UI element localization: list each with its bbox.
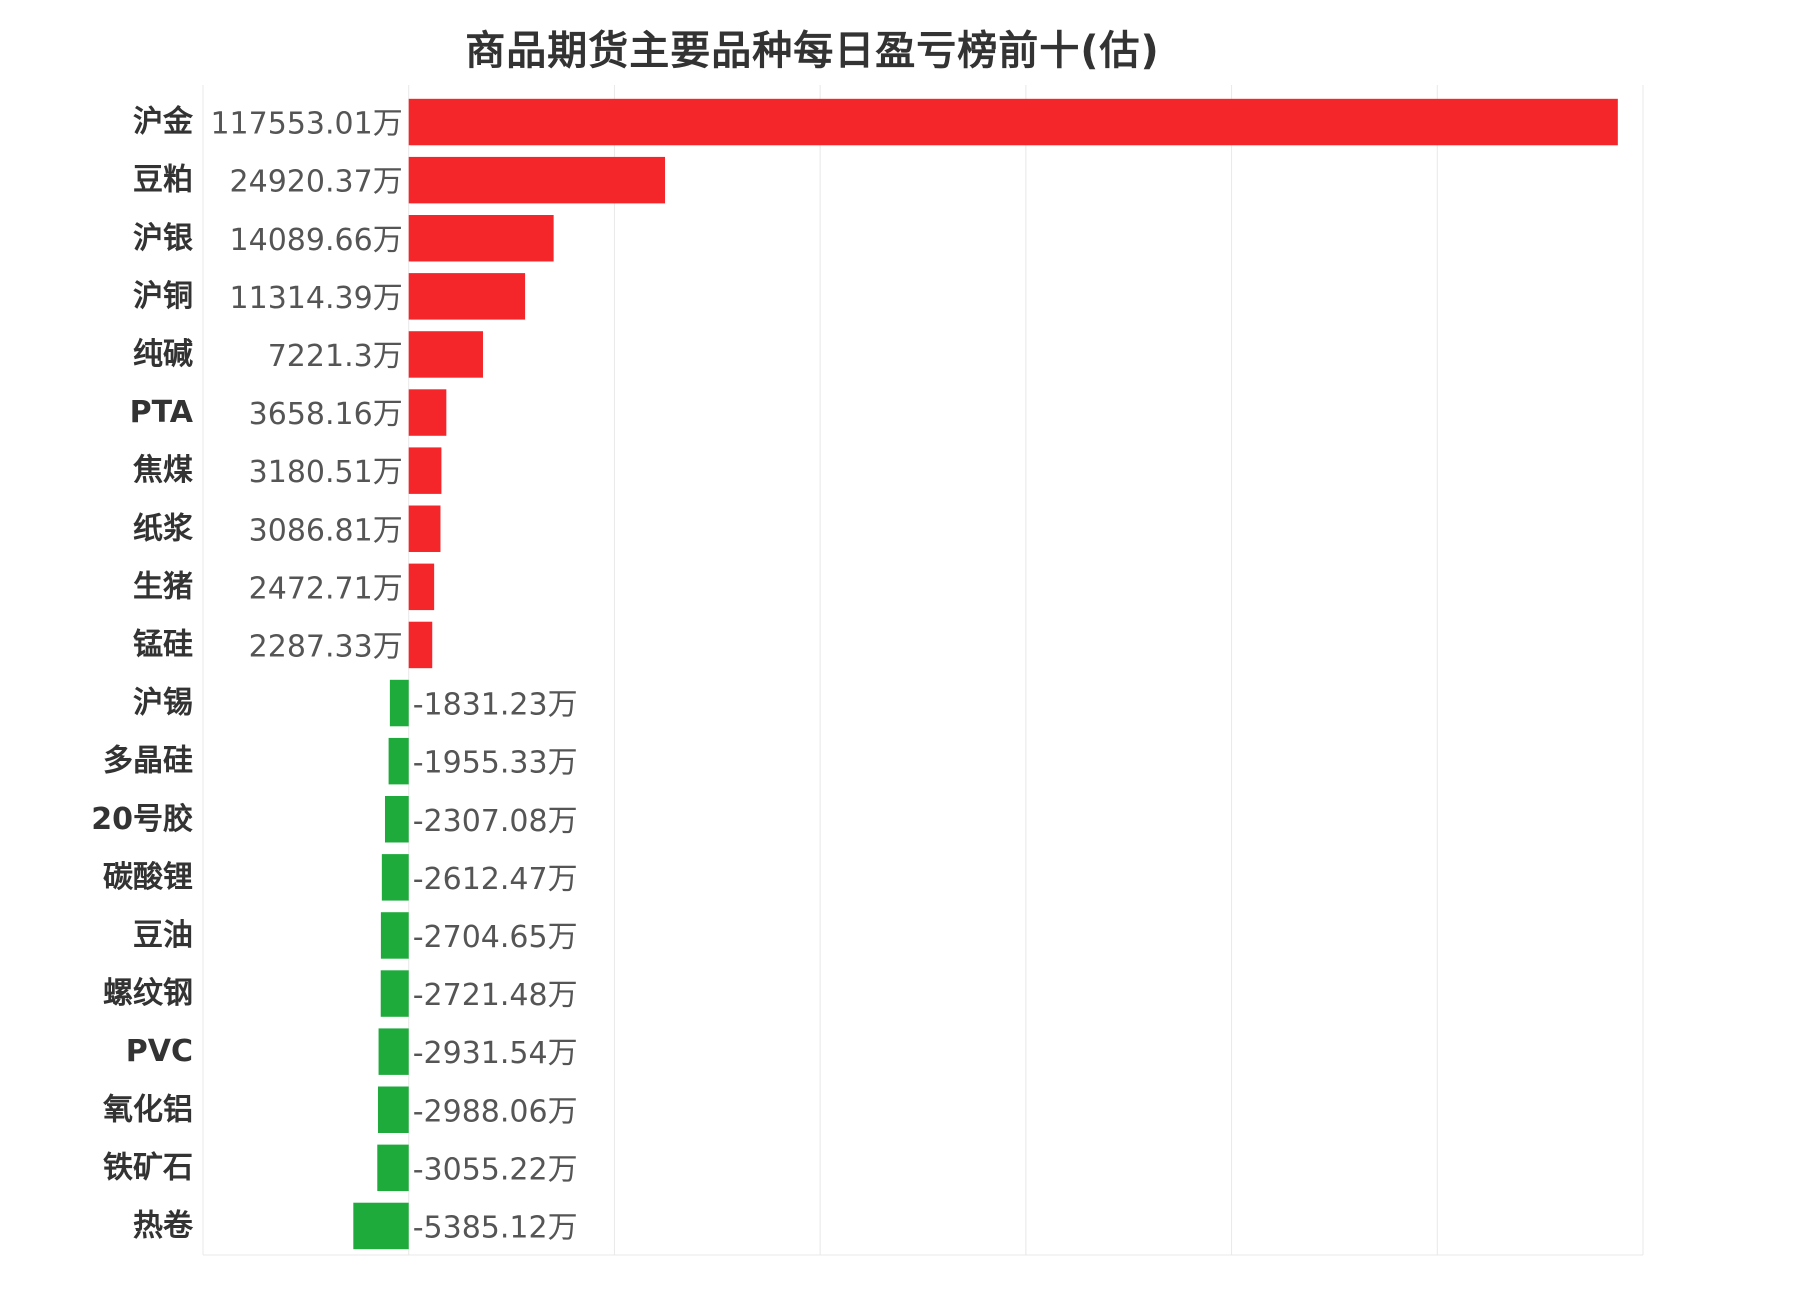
category-label: PVC (126, 1034, 193, 1069)
category-label: 豆粕 (133, 163, 193, 198)
value-label: 24920.37万 (230, 165, 403, 200)
bar-12 (384, 796, 409, 843)
bar-13 (381, 854, 409, 901)
value-label: 2287.33万 (249, 629, 403, 664)
category-label: 纯碱 (133, 337, 193, 372)
category-label: 铁矿石 (103, 1150, 193, 1185)
category-label: 碳酸锂 (103, 860, 193, 895)
category-label: 沪银 (133, 221, 193, 256)
bar-10 (389, 679, 409, 727)
bar-15 (380, 970, 409, 1017)
grid-layer (202, 85, 1644, 1256)
value-label: 14089.66万 (230, 223, 403, 258)
category-label: 氧化铝 (103, 1092, 193, 1127)
category-label: 锰硅 (133, 627, 193, 662)
bar-8 (408, 563, 435, 611)
value-label: -3055.22万 (413, 1152, 578, 1187)
value-label: -2931.54万 (413, 1036, 578, 1071)
category-label: 焦煤 (133, 453, 193, 488)
chart-title: 商品期货主要品种每日盈亏榜前十(估) (465, 28, 1160, 74)
value-label: 3086.81万 (249, 513, 403, 548)
bar-7 (408, 505, 441, 552)
category-label: 沪锡 (133, 686, 193, 721)
category-label: 沪金 (133, 105, 194, 140)
value-label: -1955.33万 (413, 746, 578, 781)
value-label: -2721.48万 (413, 978, 578, 1013)
bar-6 (408, 447, 442, 494)
bar-18 (377, 1144, 409, 1192)
category-label: PTA (130, 395, 194, 430)
bar-layer (353, 98, 1618, 1250)
value-label: 7221.3万 (268, 339, 403, 374)
bar-4 (408, 331, 483, 378)
bar-9 (408, 621, 433, 669)
value-label: 11314.39万 (230, 281, 403, 316)
category-label: 热卷 (133, 1208, 194, 1243)
bar-19 (353, 1202, 409, 1250)
value-label: -1831.23万 (413, 688, 578, 723)
bar-16 (378, 1028, 409, 1075)
bar-1 (408, 156, 666, 204)
category-label: 豆油 (133, 918, 193, 953)
value-label: 117553.01万 (210, 107, 402, 142)
value-label: 3180.51万 (249, 455, 403, 490)
bar-3 (408, 273, 526, 320)
category-label: 生猪 (133, 569, 193, 604)
bar-0 (408, 98, 1618, 146)
category-label: 纸浆 (133, 511, 193, 546)
value-label: -2612.47万 (413, 862, 578, 897)
value-label: 3658.16万 (249, 397, 403, 432)
value-label: -2988.06万 (413, 1094, 578, 1129)
value-label: -5385.12万 (413, 1210, 578, 1245)
bar-5 (408, 389, 447, 436)
category-label: 多晶硅 (103, 744, 193, 779)
value-label: 2472.71万 (249, 571, 403, 606)
bar-17 (377, 1086, 409, 1133)
bar-14 (380, 912, 409, 959)
category-label: 沪铜 (133, 279, 193, 314)
value-label: -2704.65万 (413, 920, 578, 955)
bar-11 (388, 737, 409, 785)
category-label: 螺纹钢 (103, 976, 193, 1011)
value-label: -2307.08万 (413, 804, 578, 839)
bar-2 (408, 215, 554, 262)
category-label: 20号胶 (91, 802, 193, 837)
